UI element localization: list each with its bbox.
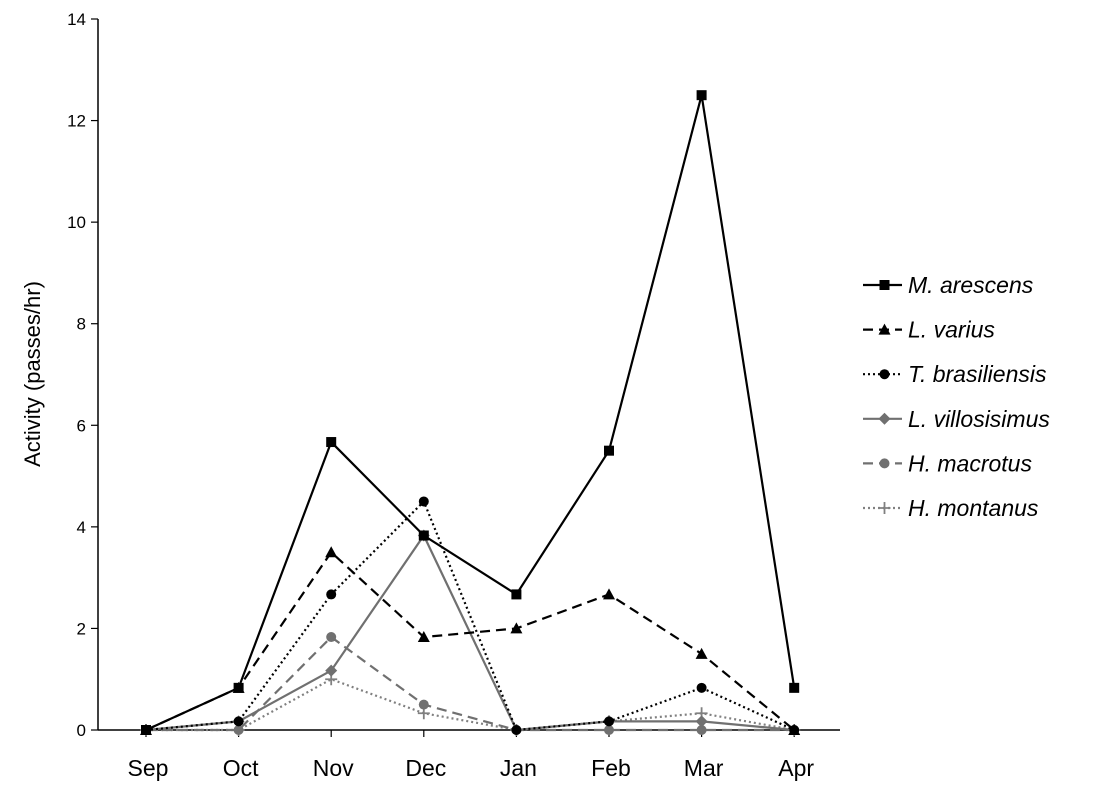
data-point: [511, 725, 522, 735]
legend-swatch-marker: [879, 369, 890, 380]
legend-swatch-marker: [878, 502, 891, 514]
data-point: [695, 715, 708, 728]
series-layer: [140, 90, 801, 736]
y-tick-label: 12: [67, 112, 86, 131]
y-tick-label: 4: [77, 518, 86, 537]
x-tick-label: Dec: [405, 755, 446, 781]
data-point: [326, 632, 337, 643]
legend-swatch-marker: [878, 323, 891, 335]
data-point: [789, 682, 800, 693]
y-tick-label: 10: [67, 213, 86, 232]
legend-swatch-marker: [879, 280, 890, 290]
legend-swatch-marker: [878, 412, 891, 425]
legend-item: H. macrotus: [863, 450, 1032, 476]
series-line: [145, 94, 796, 732]
data-point: [326, 589, 337, 600]
x-tick-label: Oct: [223, 755, 259, 781]
series-line: [146, 678, 795, 732]
x-tick-label: Apr: [778, 755, 814, 781]
data-point: [325, 664, 338, 677]
series-1: [140, 546, 801, 735]
y-tick-label: 14: [67, 10, 86, 29]
legend-item: H. montanus: [863, 495, 1039, 521]
legend-label: T. brasiliensis: [908, 361, 1047, 387]
series-line: [145, 550, 795, 732]
data-point: [418, 496, 429, 507]
data-point: [418, 699, 429, 710]
axes: 0 2 4 6 8 10 12 14 Sep Oct Nov Dec Jan Feb Mar Apr: [67, 10, 840, 781]
data-point: [696, 90, 707, 101]
x-tick-label: Mar: [684, 755, 724, 781]
y-tick-label: 6: [77, 416, 86, 435]
series-line: [145, 499, 795, 732]
legend-label: H. montanus: [908, 495, 1039, 521]
legend-item: T. brasiliensis: [863, 361, 1047, 387]
legend-item: L. varius: [863, 317, 995, 343]
series-4: [141, 632, 800, 735]
legend-label: L. varius: [908, 317, 995, 343]
x-tick-label: Sep: [128, 755, 169, 781]
x-tick-label: Feb: [591, 755, 631, 781]
data-point: [604, 445, 614, 456]
y-tick-label: 8: [77, 315, 86, 334]
data-point: [695, 647, 708, 659]
data-point: [325, 546, 338, 558]
data-point: [604, 716, 614, 727]
legend-label: M. arescens: [908, 272, 1034, 298]
y-axis-title: Activity (passes/hr): [20, 281, 45, 467]
data-point: [233, 716, 244, 727]
data-point: [417, 631, 430, 643]
legend-item: M. arescens: [863, 272, 1034, 298]
data-point: [141, 725, 151, 735]
legend-label: H. macrotus: [908, 450, 1032, 476]
data-point: [326, 437, 337, 448]
data-point: [696, 725, 707, 735]
legend: M. arescens L. varius T. brasiliensis L. vi…: [863, 272, 1050, 521]
series-line: [146, 635, 795, 732]
y-tick-label: 2: [77, 619, 86, 638]
y-tick-label: 0: [77, 721, 86, 740]
data-point: [511, 589, 522, 600]
data-point: [510, 622, 523, 634]
legend-item: L. villosisimus: [863, 406, 1050, 432]
legend-label: L. villosisimus: [908, 406, 1050, 432]
data-point: [418, 530, 429, 541]
x-tick-label: Nov: [313, 755, 354, 781]
data-point: [233, 682, 244, 693]
x-tick-label: Jan: [500, 755, 537, 781]
series-2: [141, 496, 800, 735]
series-0: [141, 90, 800, 735]
legend-swatch-marker: [879, 458, 890, 469]
data-point: [603, 588, 615, 600]
data-point: [604, 725, 614, 735]
data-point: [788, 724, 801, 735]
data-point: [233, 725, 244, 735]
data-point: [696, 682, 707, 693]
